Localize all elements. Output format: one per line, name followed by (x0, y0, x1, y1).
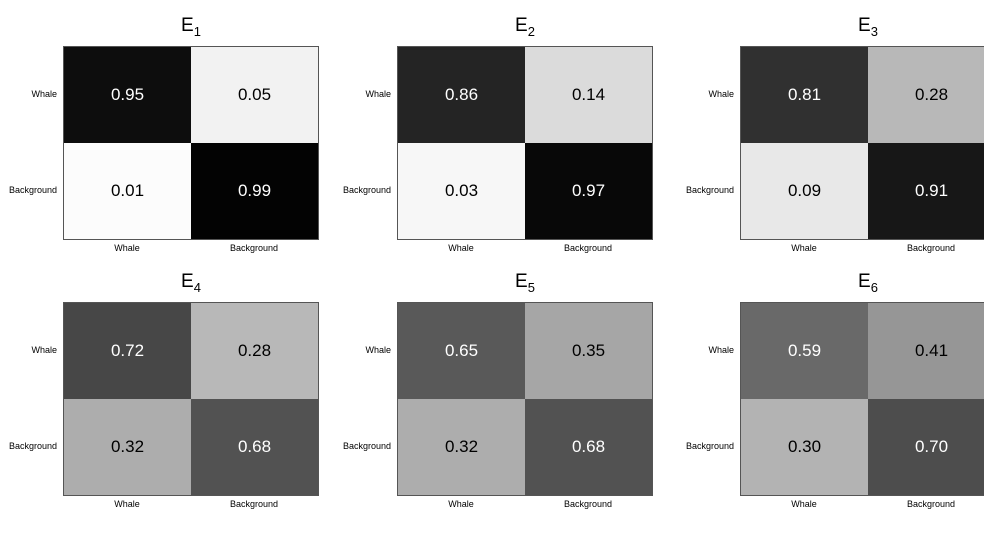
heatmap-cell: 0.59 (741, 303, 868, 399)
panel-title-main: E (515, 271, 528, 292)
x-tick-label: Background (229, 499, 279, 509)
heatmap-cell: 0.32 (64, 399, 191, 495)
x-tick-label: Background (906, 243, 956, 253)
heatmap-cell: 0.68 (191, 399, 318, 495)
heatmap-grid: 0.95 0.05 0.01 0.99 (63, 46, 319, 240)
x-tick-label: Whale (114, 499, 140, 509)
heatmap-cell: 0.01 (64, 143, 191, 239)
panel-title-subscript: 5 (527, 280, 535, 295)
heatmap-panel: E3 0.81 0.28 0.09 0.91 Whale Background Whale Ba… (686, 15, 984, 296)
heatmap-cell: 0.91 (868, 143, 984, 239)
heatmap-cell: 0.97 (525, 143, 652, 239)
y-tick-label: Background (8, 441, 57, 451)
heatmap-cell: 0.72 (64, 303, 191, 399)
panel-title-subscript: 4 (193, 280, 201, 295)
heatmap-cell: 0.03 (398, 143, 525, 239)
heatmap-cell: 0.05 (191, 47, 318, 143)
heatmap-grid: 0.86 0.14 0.03 0.97 (397, 46, 653, 240)
panel-title-main: E (181, 271, 194, 292)
y-tick-label: Whale (365, 89, 391, 99)
x-tick-label: Whale (791, 243, 817, 253)
panel-title-subscript: 1 (193, 24, 201, 39)
heatmap-grid: 0.59 0.41 0.30 0.70 (740, 302, 984, 496)
heatmap-cell: 0.81 (741, 47, 868, 143)
panel-title: E6 (740, 271, 984, 295)
x-tick-label: Whale (114, 243, 140, 253)
x-tick-label: Background (563, 499, 613, 509)
heatmap-grid: 0.65 0.35 0.32 0.68 (397, 302, 653, 496)
panel-title-main: E (858, 15, 871, 36)
panel-title-main: E (181, 15, 194, 36)
x-tick-label: Whale (448, 499, 474, 509)
x-tick-label: Whale (448, 243, 474, 253)
panel-title-subscript: 3 (870, 24, 878, 39)
y-tick-label: Whale (365, 345, 391, 355)
heatmap-cell: 0.65 (398, 303, 525, 399)
y-tick-label: Background (342, 441, 391, 451)
x-tick-label: Whale (791, 499, 817, 509)
heatmap-cell: 0.99 (191, 143, 318, 239)
heatmap-cell: 0.68 (525, 399, 652, 495)
x-tick-label: Background (229, 243, 279, 253)
heatmap-panel: E5 0.65 0.35 0.32 0.68 Whale Background Whale Ba… (343, 271, 717, 552)
panel-title: E1 (63, 15, 319, 39)
panel-title: E2 (397, 15, 653, 39)
heatmap-cell: 0.28 (868, 47, 984, 143)
x-tick-label: Background (563, 243, 613, 253)
heatmap-cell: 0.09 (741, 143, 868, 239)
panel-title-subscript: 6 (870, 280, 878, 295)
panel-title-subscript: 2 (527, 24, 535, 39)
y-tick-label: Whale (708, 89, 734, 99)
y-tick-label: Background (685, 185, 734, 195)
heatmap-cell: 0.41 (868, 303, 984, 399)
heatmap-grid: 0.81 0.28 0.09 0.91 (740, 46, 984, 240)
y-tick-label: Whale (708, 345, 734, 355)
heatmap-panel: E6 0.59 0.41 0.30 0.70 Whale Background Whale Ba… (686, 271, 984, 552)
heatmap-cell: 0.30 (741, 399, 868, 495)
panel-title-main: E (515, 15, 528, 36)
heatmap-cell: 0.95 (64, 47, 191, 143)
y-tick-label: Background (8, 185, 57, 195)
heatmap-cell: 0.35 (525, 303, 652, 399)
panel-title: E4 (63, 271, 319, 295)
panel-title: E3 (740, 15, 984, 39)
heatmap-grid: 0.72 0.28 0.32 0.68 (63, 302, 319, 496)
y-tick-label: Whale (31, 89, 57, 99)
y-tick-label: Background (685, 441, 734, 451)
heatmap-cell: 0.14 (525, 47, 652, 143)
heatmap-panel: E4 0.72 0.28 0.32 0.68 Whale Background Whale Ba… (9, 271, 383, 552)
heatmap-cell: 0.86 (398, 47, 525, 143)
y-tick-label: Background (342, 185, 391, 195)
x-tick-label: Background (906, 499, 956, 509)
heatmap-panel: E2 0.86 0.14 0.03 0.97 Whale Background Whale Ba… (343, 15, 717, 296)
panel-title-main: E (858, 271, 871, 292)
y-tick-label: Whale (31, 345, 57, 355)
heatmap-panel: E1 0.95 0.05 0.01 0.99 Whale Background Whale Ba… (9, 15, 383, 296)
heatmap-cell: 0.28 (191, 303, 318, 399)
heatmap-cell: 0.32 (398, 399, 525, 495)
heatmap-cell: 0.70 (868, 399, 984, 495)
panel-title: E5 (397, 271, 653, 295)
